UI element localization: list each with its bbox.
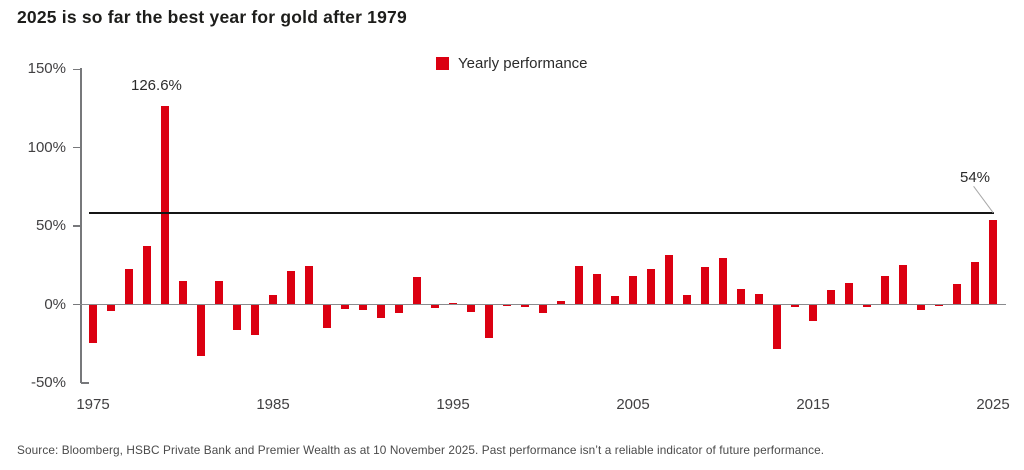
bar-1987 — [305, 266, 313, 305]
bar-1983 — [233, 304, 241, 331]
bar-1994 — [431, 304, 439, 308]
y-tick-label: 150% — [27, 60, 66, 78]
bar-1975 — [89, 304, 97, 344]
x-tick-label: 1995 — [436, 396, 470, 413]
bar-2015 — [809, 304, 817, 321]
legend-label: Yearly performance — [458, 55, 588, 72]
zero-baseline — [80, 303, 1006, 305]
source-note: Source: Bloomberg, HSBC Private Bank and… — [17, 443, 825, 457]
bar-1998 — [503, 304, 511, 306]
bar-1997 — [485, 304, 493, 339]
bar-2011 — [737, 288, 745, 305]
bar-2006 — [647, 268, 655, 305]
bar-1988 — [323, 304, 331, 329]
y-tick-label: 50% — [35, 217, 66, 235]
bar-1976 — [107, 304, 115, 311]
legend-swatch-icon — [436, 57, 449, 70]
y-tick-mark — [73, 146, 81, 149]
bar-2019 — [881, 275, 889, 305]
y-tick-label: -50% — [30, 373, 66, 391]
bar-1978 — [143, 246, 151, 305]
bar-2001 — [557, 300, 565, 305]
bar-1981 — [197, 304, 205, 356]
bar-1991 — [377, 304, 385, 318]
y-tick-label: 100% — [27, 138, 66, 156]
x-tick-label: 1975 — [76, 396, 110, 413]
bar-2012 — [755, 293, 763, 305]
bar-1980 — [179, 280, 187, 305]
bar-2023 — [953, 283, 961, 305]
bar-1992 — [395, 304, 403, 314]
reference-line — [89, 211, 994, 215]
bar-1977 — [125, 269, 133, 305]
bar-2018 — [863, 304, 871, 307]
bar-2013 — [773, 304, 781, 349]
bar-1985 — [269, 295, 277, 305]
bar-2020 — [899, 265, 907, 305]
bar-1996 — [467, 304, 475, 312]
bar-2009 — [701, 267, 709, 305]
bar-2021 — [917, 304, 925, 311]
y-tick-mark — [73, 303, 81, 306]
bar-2000 — [539, 304, 547, 313]
annotation-leader-line — [973, 186, 994, 214]
bar-2002 — [575, 265, 583, 305]
bar-2016 — [827, 290, 835, 305]
annotation-1979-peak: 126.6% — [131, 77, 182, 94]
bar-1979 — [161, 105, 169, 305]
bar-1999 — [521, 304, 529, 307]
x-tick-label: 2025 — [976, 396, 1010, 413]
bar-2004 — [611, 295, 619, 305]
x-tick-label: 2005 — [616, 396, 650, 413]
page-title: 2025 is so far the best year for gold af… — [17, 7, 407, 27]
x-tick-label: 1985 — [256, 396, 290, 413]
bar-2003 — [593, 274, 601, 305]
y-tick-mark — [81, 382, 89, 384]
bar-1986 — [287, 271, 295, 305]
bar-2005 — [629, 275, 637, 305]
bar-1993 — [413, 276, 421, 305]
bar-2014 — [791, 304, 799, 307]
bar-2022 — [935, 304, 943, 306]
bar-2017 — [845, 283, 853, 305]
bar-2008 — [683, 295, 691, 305]
y-tick-mark — [73, 225, 81, 227]
bar-1990 — [359, 304, 367, 311]
y-tick-label: 0% — [44, 295, 66, 313]
bar-1984 — [251, 304, 259, 335]
bar-2010 — [719, 257, 727, 305]
bar-1989 — [341, 304, 349, 309]
annotation-2025-latest: 54% — [960, 169, 991, 186]
legend: Yearly performance — [436, 55, 588, 72]
bar-2024 — [971, 261, 979, 305]
y-tick-mark — [73, 68, 81, 71]
bar-2007 — [665, 255, 673, 305]
bar-1982 — [215, 281, 223, 305]
bar-2025 — [989, 219, 997, 305]
bar-1995 — [449, 302, 457, 305]
x-tick-label: 2015 — [796, 396, 830, 413]
